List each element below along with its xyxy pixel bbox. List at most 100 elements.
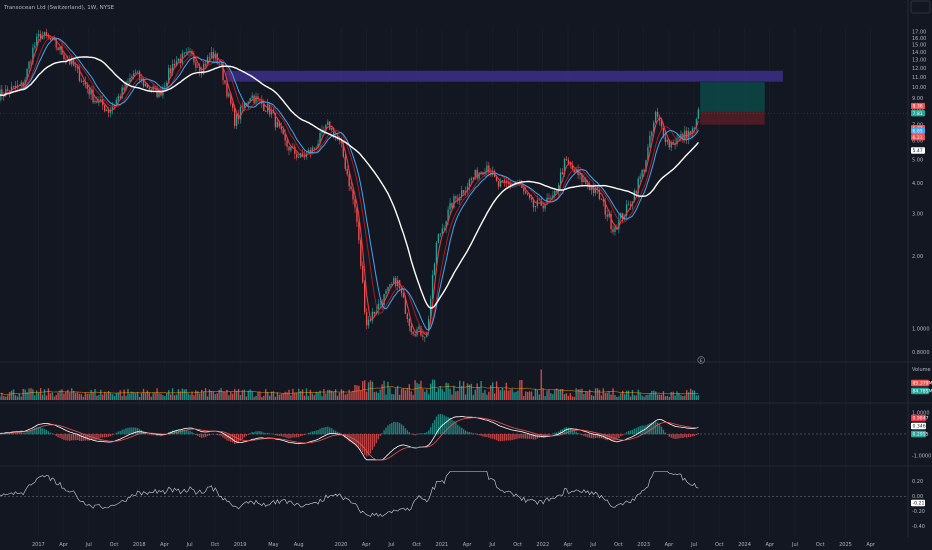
volume-bar[interactable]	[492, 382, 494, 400]
macd-histogram-bar[interactable]	[129, 427, 131, 435]
volume-bar[interactable]	[156, 388, 158, 400]
volume-bar[interactable]	[259, 391, 261, 400]
candle-body[interactable]	[406, 313, 409, 319]
volume-bar[interactable]	[214, 394, 216, 400]
macd-histogram-bar[interactable]	[492, 434, 494, 439]
macd-histogram-bar[interactable]	[550, 434, 552, 435]
candle-body[interactable]	[507, 182, 509, 184]
macd-histogram-bar[interactable]	[14, 432, 17, 435]
macd-histogram-bar[interactable]	[185, 430, 187, 435]
candle-body[interactable]	[497, 181, 500, 187]
macd-histogram-bar[interactable]	[88, 434, 90, 441]
candle-body[interactable]	[606, 214, 608, 217]
macd-histogram-bar[interactable]	[235, 434, 238, 444]
macd-histogram-bar[interactable]	[298, 434, 300, 438]
volume-bar[interactable]	[559, 388, 562, 400]
macd-histogram-bar[interactable]	[457, 424, 459, 435]
macd-histogram-bar[interactable]	[206, 434, 209, 437]
volume-bar[interactable]	[548, 389, 550, 400]
volume-bar[interactable]	[245, 396, 248, 400]
macd-histogram-bar[interactable]	[117, 431, 119, 435]
candle-body[interactable]	[20, 82, 22, 86]
candle-body[interactable]	[649, 135, 651, 148]
macd-histogram-bar[interactable]	[311, 431, 313, 435]
volume-bar[interactable]	[303, 395, 306, 400]
macd-histogram-bar[interactable]	[395, 422, 397, 435]
candle-body[interactable]	[443, 228, 445, 229]
volume-bar[interactable]	[100, 389, 102, 400]
candle-body[interactable]	[509, 183, 511, 187]
macd-histogram-bar[interactable]	[367, 434, 370, 456]
volume-bar[interactable]	[693, 390, 696, 400]
macd-histogram-bar[interactable]	[278, 434, 280, 436]
volume-bar[interactable]	[313, 395, 315, 400]
macd-histogram-bar[interactable]	[266, 432, 269, 435]
macd-histogram-bar[interactable]	[622, 434, 624, 436]
volume-bar[interactable]	[136, 391, 139, 400]
macd-histogram-bar[interactable]	[268, 433, 271, 435]
volume-bar[interactable]	[466, 383, 469, 400]
volume-bar[interactable]	[218, 389, 220, 400]
candle-body[interactable]	[691, 128, 694, 134]
macd-histogram-bar[interactable]	[478, 434, 480, 436]
volume-bar[interactable]	[30, 388, 32, 400]
volume-bar[interactable]	[113, 395, 116, 400]
macd-histogram-bar[interactable]	[135, 427, 137, 435]
candle-body[interactable]	[429, 298, 432, 320]
volume-bar[interactable]	[251, 390, 253, 400]
macd-histogram-bar[interactable]	[332, 429, 335, 435]
macd-histogram-bar[interactable]	[585, 434, 587, 437]
macd-histogram-bar[interactable]	[301, 434, 304, 436]
volume-bar[interactable]	[451, 394, 453, 400]
candle-body[interactable]	[600, 198, 603, 200]
volume-bar[interactable]	[556, 388, 558, 400]
volume-bar[interactable]	[592, 395, 595, 400]
volume-bar[interactable]	[678, 393, 680, 400]
candle-body[interactable]	[363, 282, 366, 313]
volume-bar[interactable]	[34, 395, 36, 400]
macd-histogram-bar[interactable]	[107, 434, 110, 437]
volume-bar[interactable]	[664, 396, 667, 400]
volume-bar[interactable]	[445, 382, 447, 400]
candle-body[interactable]	[420, 326, 422, 336]
macd-histogram-bar[interactable]	[346, 434, 348, 440]
candle-body[interactable]	[569, 164, 572, 166]
macd-histogram-bar[interactable]	[470, 432, 473, 435]
macd-histogram-bar[interactable]	[369, 434, 372, 454]
macd-histogram-bar[interactable]	[127, 427, 129, 435]
macd-histogram-bar[interactable]	[431, 423, 434, 435]
volume-bar[interactable]	[5, 396, 7, 400]
candle-body[interactable]	[627, 204, 630, 206]
volume-bar[interactable]	[575, 388, 577, 400]
volume-bar[interactable]	[220, 388, 222, 400]
macd-histogram-bar[interactable]	[317, 430, 319, 435]
macd-histogram-bar[interactable]	[468, 432, 471, 435]
volume-bar[interactable]	[331, 390, 333, 400]
volume-bar[interactable]	[538, 394, 540, 400]
candle-body[interactable]	[358, 221, 360, 241]
candle-body[interactable]	[697, 109, 700, 120]
volume-bar[interactable]	[317, 392, 319, 400]
macd-histogram-bar[interactable]	[396, 422, 399, 435]
macd-histogram-bar[interactable]	[509, 434, 511, 441]
volume-bar[interactable]	[354, 384, 356, 400]
volume-bar[interactable]	[455, 391, 457, 400]
macd-histogram-bar[interactable]	[94, 434, 96, 441]
candle-body[interactable]	[135, 72, 137, 74]
candle-body[interactable]	[243, 103, 246, 108]
candle-body[interactable]	[559, 172, 562, 185]
macd-histogram-bar[interactable]	[133, 427, 135, 435]
macd-histogram-bar[interactable]	[647, 424, 649, 435]
macd-histogram-bar[interactable]	[154, 434, 156, 436]
volume-bar[interactable]	[342, 390, 345, 400]
volume-bar[interactable]	[503, 390, 506, 400]
candle-body[interactable]	[585, 178, 587, 184]
volume-bar[interactable]	[459, 380, 461, 400]
candle-body[interactable]	[171, 64, 174, 73]
candle-body[interactable]	[670, 142, 672, 148]
candle-body[interactable]	[59, 46, 61, 51]
candle-body[interactable]	[466, 186, 469, 192]
volume-bar[interactable]	[263, 395, 265, 400]
macd-histogram-bar[interactable]	[222, 434, 224, 438]
macd-histogram-bar[interactable]	[466, 431, 469, 435]
